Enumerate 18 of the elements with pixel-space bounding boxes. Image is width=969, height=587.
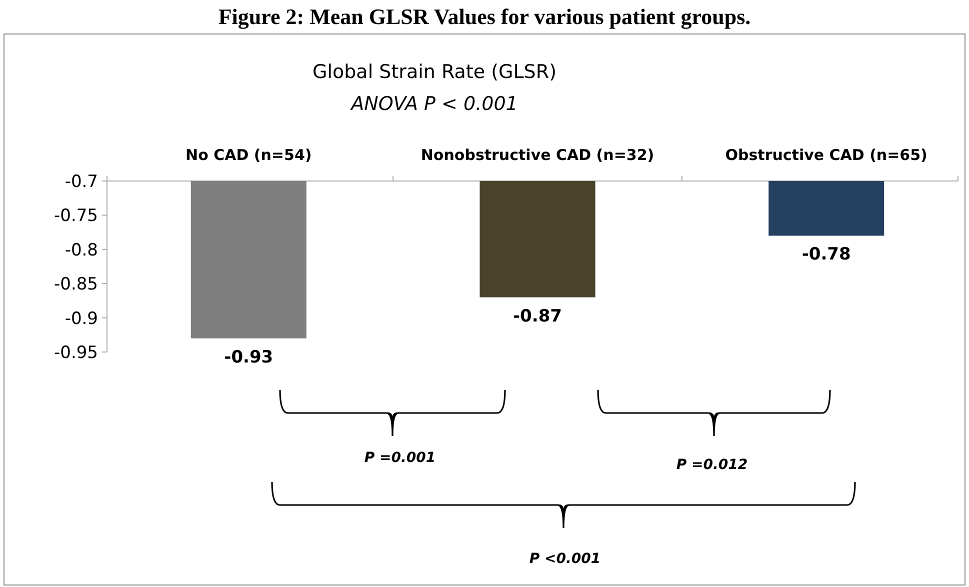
text: P =0.001 (364, 450, 436, 466)
y-tick-label: -0.85 (54, 274, 98, 295)
text: P <0.001 (529, 551, 601, 567)
data-label: -0.78 (802, 244, 851, 265)
y-tick-label: -0.8 (64, 240, 98, 260)
x-tick-label: Nonobstructive CAD (n=32) (420, 146, 654, 164)
chart-title: Figure 2: Mean GLSR Values for various patient groups. (218, 4, 751, 29)
text: P =0.012 (676, 457, 748, 473)
data-label: -0.87 (513, 306, 562, 326)
data-label: -0.93 (224, 347, 274, 368)
y-tick-label: -0.7 (64, 172, 98, 192)
chart-subtitle: Global Strain Rate (GLSR) (312, 61, 556, 83)
y-tick-label: -0.9 (64, 308, 98, 329)
y-tick-label: -0.75 (54, 206, 98, 226)
x-tick-label: No CAD (n=54) (186, 146, 312, 164)
y-tick-label: -0.95 (54, 342, 98, 363)
x-tick-label: Obstructive CAD (n=65) (725, 146, 928, 164)
text: ANOVA P < 0.001 (349, 93, 518, 115)
